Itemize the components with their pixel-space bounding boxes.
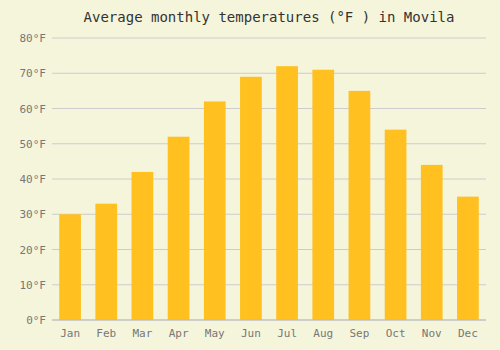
x-tick-label: Oct [386, 327, 406, 340]
grid-line [52, 320, 486, 321]
x-tick-label: May [205, 327, 225, 340]
x-tick-label: Feb [96, 327, 116, 340]
bar [95, 204, 117, 320]
y-tick-label: 70°F [20, 67, 47, 80]
grid-line [52, 38, 486, 39]
x-tick-label: Mar [132, 327, 152, 340]
grid-line [52, 73, 486, 74]
y-tick-label: 60°F [20, 103, 47, 116]
grid [52, 38, 486, 320]
y-tick-label: 80°F [20, 32, 47, 45]
chart-container: 0°F 10°F 20°F 30°F 40°F 50°F 60°F 70°F 80°F Jan Fe… [0, 0, 500, 350]
x-tick-label: Jun [241, 327, 261, 340]
bar [59, 214, 81, 320]
x-tick-label: Apr [169, 327, 189, 340]
title: Average monthly temperatures (°F ) in Mo… [84, 9, 455, 25]
x-axis-line [52, 320, 486, 321]
background [0, 0, 500, 350]
bars [59, 66, 479, 320]
y-tick-label: 50°F [20, 138, 47, 151]
grid-line [52, 143, 486, 144]
y-tick-label: 30°F [20, 208, 47, 221]
y-axis: 0°F 10°F 20°F 30°F 40°F 50°F 60°F 70°F 80°F [20, 32, 47, 327]
bar [204, 101, 226, 320]
bar [276, 66, 298, 320]
x-tick-label: Jan [60, 327, 80, 340]
x-tick-label: Sep [349, 327, 369, 340]
bar [240, 77, 262, 320]
grid-line [52, 108, 486, 109]
chart: 0°F 10°F 20°F 30°F 40°F 50°F 60°F 70°F 80°F Jan Fe… [0, 0, 500, 350]
bar [312, 70, 334, 320]
bar [132, 172, 154, 320]
x-axis: Jan Feb Mar Apr May Jun Jul Aug Sep Oct Nov Dec [52, 320, 486, 340]
y-tick-label: 10°F [20, 279, 47, 292]
y-tick-label: 40°F [20, 173, 47, 186]
bar [349, 91, 371, 320]
y-tick-label: 20°F [20, 244, 47, 257]
x-tick-label: Aug [313, 327, 333, 340]
x-tick-label: Dec [458, 327, 478, 340]
bar [168, 137, 190, 320]
bar [421, 165, 443, 320]
bar [385, 130, 407, 320]
x-tick-label: Jul [277, 327, 297, 340]
y-tick-label: 0°F [26, 314, 46, 327]
bar [457, 197, 479, 320]
x-tick-label: Nov [422, 327, 442, 340]
